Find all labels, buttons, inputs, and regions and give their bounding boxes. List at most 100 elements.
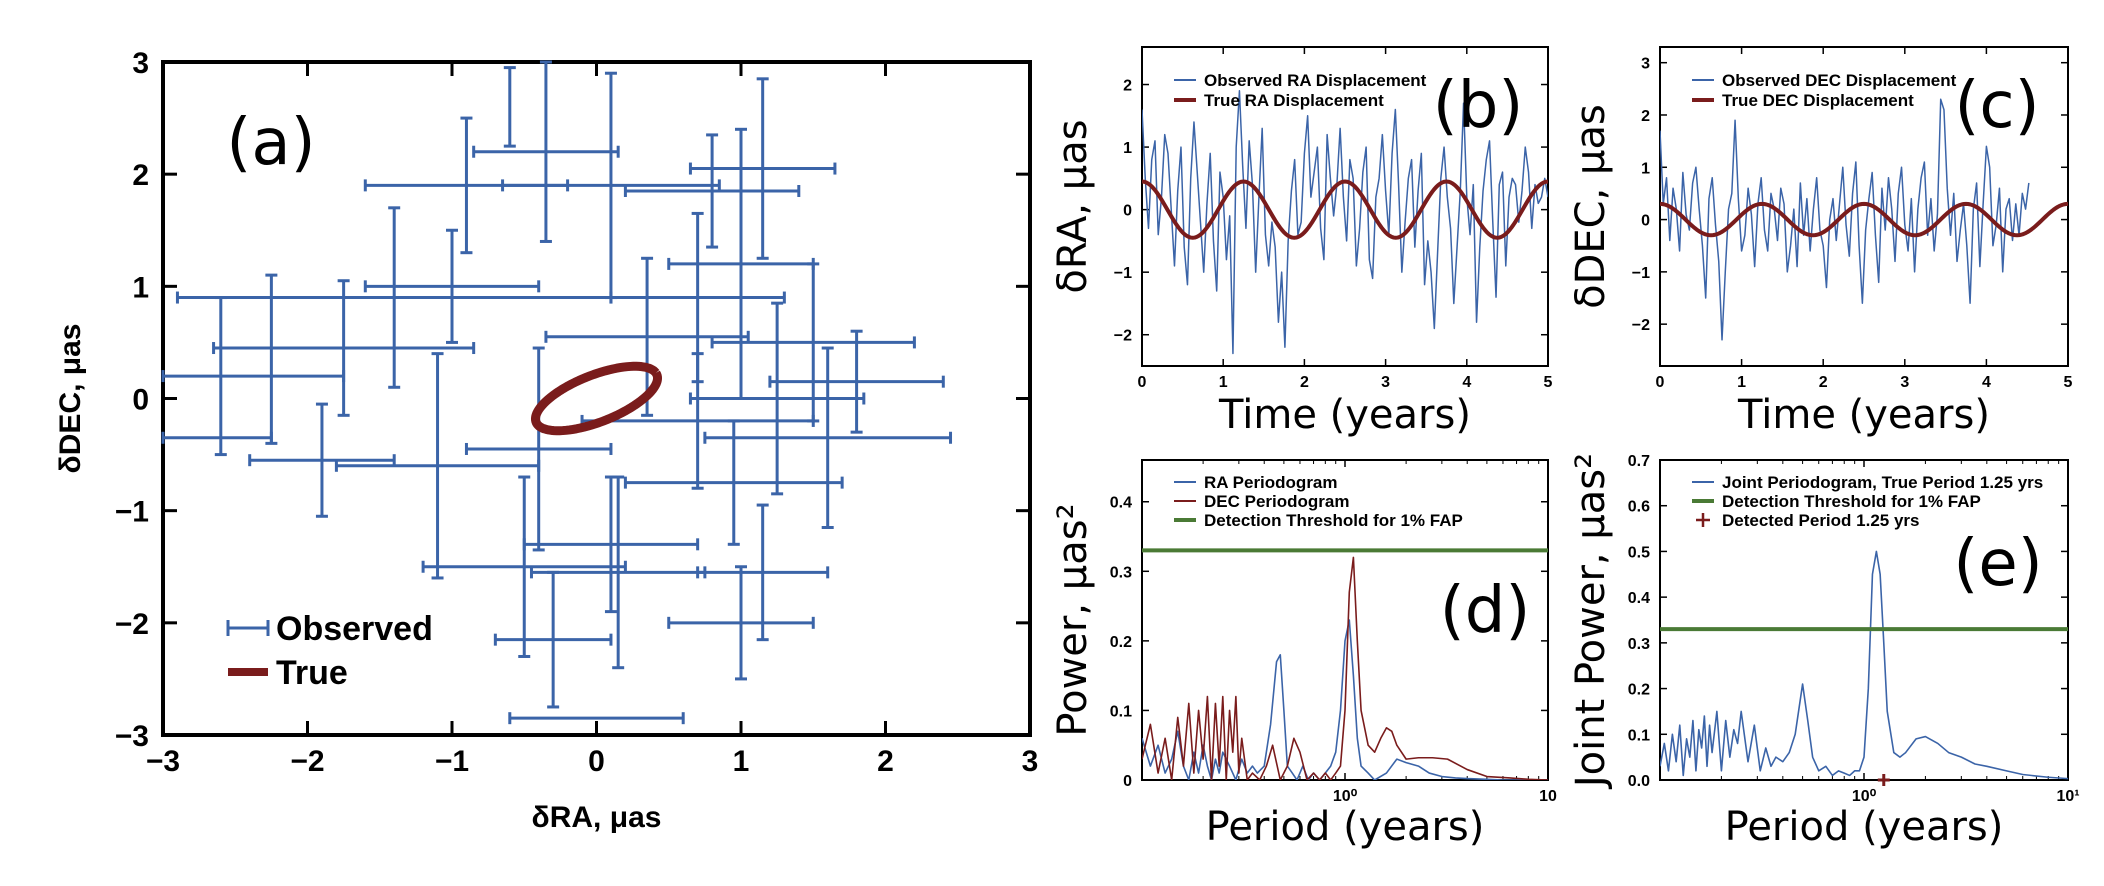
- observed-point: [623, 133, 801, 249]
- legend-label: Observed RA Displacement: [1204, 71, 1427, 90]
- legend-label: DEC Periodogram: [1204, 492, 1349, 511]
- y-tick-label: 2: [1123, 78, 1132, 95]
- observed-point: [667, 565, 815, 681]
- y-axis-label: δDEC, μas: [54, 324, 87, 474]
- x-tick-label: 5: [2064, 374, 2073, 391]
- observed-point: [696, 503, 830, 642]
- y-tick-label: 0.2: [1628, 682, 1650, 699]
- x-tick-label: −3: [146, 745, 180, 778]
- x-tick-label: 2: [1300, 374, 1309, 391]
- true-series: [1660, 201, 2068, 238]
- x-tick-label: 0: [1138, 374, 1147, 391]
- y-tick-label: 0: [1123, 773, 1132, 790]
- observed-point: [667, 127, 815, 400]
- y-tick-label: 3: [1641, 56, 1650, 73]
- panel-a: −3 −2 −1 0 1 2 3 −3 −2 −1 0 1 2 3 (a) Observed True δRA, …: [54, 47, 1038, 834]
- observed-point: [529, 475, 707, 670]
- y-tick-label: 0.1: [1110, 703, 1132, 720]
- plot-frame: [1659, 46, 2069, 367]
- panel-tag: (c): [1954, 69, 2039, 143]
- x-tick-label: 1: [733, 745, 750, 778]
- observed-point: [710, 262, 916, 423]
- observed-point: [688, 77, 837, 260]
- y-tick-label: 0.1: [1628, 727, 1650, 744]
- x-tick-label: 0: [1656, 374, 1665, 391]
- x-axis-label: δRA, μas: [532, 801, 662, 834]
- x-tick-label: 0: [588, 745, 605, 778]
- observed-point: [580, 352, 815, 490]
- x-axis-label: Time (years): [1218, 392, 1471, 438]
- observed-point: [703, 346, 953, 529]
- observed-point: [464, 346, 613, 552]
- y-tick-label: 0.2: [1110, 634, 1132, 651]
- plot-frame: [1141, 46, 1549, 367]
- legend: Observed True: [226, 610, 433, 692]
- y-tick-label: −3: [115, 720, 149, 753]
- observed-point: [248, 402, 396, 518]
- observed-series: [1142, 90, 1548, 355]
- periodogram-series: [1142, 556, 1548, 780]
- x-tick-label: −1: [435, 745, 469, 778]
- legend-label: Observed: [276, 610, 433, 648]
- y-tick-label: 0.5: [1628, 544, 1650, 561]
- x-tick-label: −2: [290, 745, 324, 778]
- observed-point: [522, 475, 700, 614]
- x-tick-label: 4: [1462, 374, 1471, 391]
- observed-point: [421, 475, 627, 658]
- legend-label: True: [276, 654, 348, 692]
- plot-area: [1660, 550, 2068, 780]
- periodogram-series: [1660, 550, 2068, 780]
- x-tick-label: 10⁰: [1333, 788, 1358, 805]
- y-axis-label: δRA, μas: [1050, 119, 1096, 293]
- observed-point: [363, 228, 541, 344]
- x-tick-label: 3: [1381, 374, 1390, 391]
- x-tick-label: 2: [1819, 374, 1828, 391]
- legend-label: RA Periodogram: [1204, 473, 1338, 492]
- observed-point: [493, 570, 613, 709]
- y-tick-label: 0: [132, 384, 149, 417]
- observed-point: [212, 279, 476, 417]
- y-tick-label: 0.4: [1628, 590, 1650, 607]
- y-tick-label: 1: [1123, 140, 1132, 157]
- y-tick-label: −1: [115, 496, 149, 529]
- periodogram-series: [1142, 619, 1548, 780]
- legend-label: Detected Period 1.25 yrs: [1722, 511, 1919, 530]
- observed-point: [334, 352, 541, 580]
- y-tick-label: 0.3: [1628, 636, 1650, 653]
- y-tick-label: 2: [1641, 108, 1650, 125]
- legend-label: Detection Threshold for 1% FAP: [1722, 492, 1981, 511]
- observed-point: [161, 431, 273, 444]
- y-tick-label: 0: [1641, 213, 1650, 230]
- observed-point: [623, 419, 844, 546]
- legend-label: True RA Displacement: [1204, 91, 1384, 110]
- y-axis-label: Power, μas²: [1050, 503, 1096, 736]
- x-axis-label: Time (years): [1737, 392, 1990, 438]
- observed-series: [1660, 98, 2030, 341]
- panel-e: 10⁰ 10¹ 0.0 0.1 0.2 0.3 0.4 0.5 0.6 0.7 Joint Peri…: [1568, 453, 2080, 850]
- observed-point: [265, 273, 278, 445]
- y-tick-label: −1: [1632, 265, 1650, 282]
- y-tick-label: 1: [1641, 160, 1650, 177]
- panel-tag: (b): [1433, 69, 1524, 143]
- y-tick-label: 2: [132, 159, 149, 192]
- y-axis-label: Joint Power, μas²: [1568, 453, 1614, 790]
- y-tick-label: −2: [1114, 328, 1132, 345]
- observed-point: [161, 296, 346, 457]
- x-tick-label: 3: [1900, 374, 1909, 391]
- panel-tag: (a): [226, 106, 315, 180]
- x-tick-label: 1: [1737, 374, 1746, 391]
- x-tick-label: 2: [877, 745, 894, 778]
- plot-area: [1660, 98, 2068, 341]
- panel-b: 0 1 2 3 4 5 −2 −1 0 1 2 Observed RA DisplacementTru…: [1050, 46, 1553, 438]
- y-tick-label: 1: [132, 271, 149, 304]
- observed-point: [768, 329, 945, 434]
- panel-tag: (e): [1953, 527, 2042, 601]
- y-tick-label: 0.4: [1110, 495, 1132, 512]
- y-tick-label: 0.6: [1628, 499, 1650, 516]
- y-axis-label: δDEC, μas: [1568, 104, 1614, 309]
